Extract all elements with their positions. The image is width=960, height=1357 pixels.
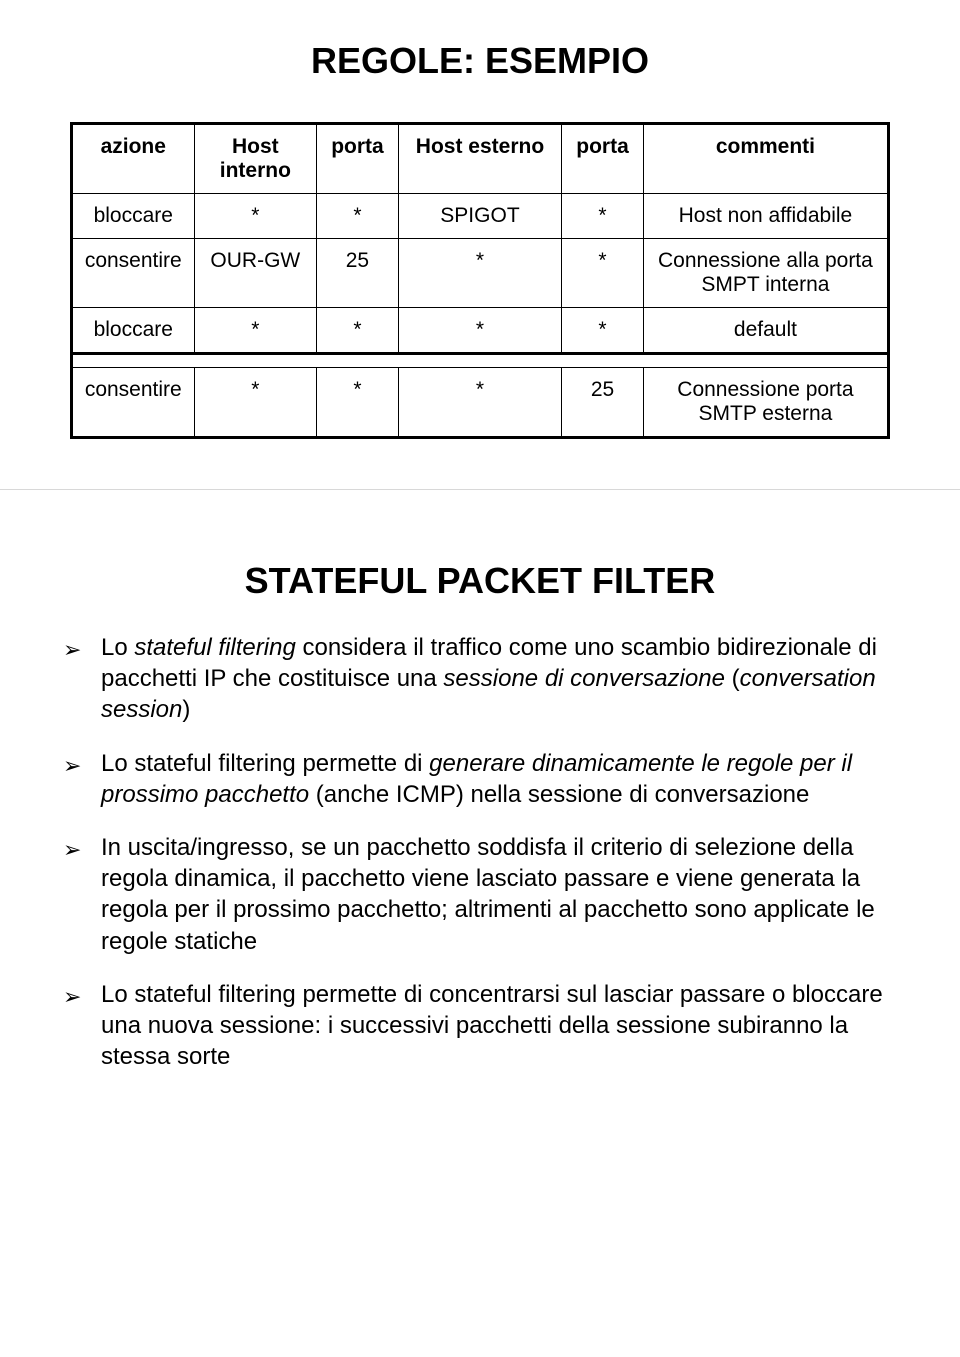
text-run: Lo stateful filtering permette di <box>101 750 429 777</box>
table-cell: * <box>562 239 644 308</box>
list-item: ➢ In uscita/ingresso, se un pacchetto sod… <box>55 832 895 957</box>
table-cell: 25 <box>317 239 399 308</box>
table-header: Host esterno <box>398 124 561 194</box>
table-header: azione <box>72 124 195 194</box>
table-cell: default <box>643 308 888 354</box>
table-cell: * <box>398 239 561 308</box>
table-cell: Connessione alla porta SMPT interna <box>643 239 888 308</box>
text-run: stateful filtering <box>134 634 295 661</box>
table-cell: consentire <box>72 239 195 308</box>
list-item: ➢Lo stateful filtering considera il traf… <box>55 632 895 726</box>
bullet-arrow-icon: ➢ <box>63 836 81 865</box>
table-cell: consentire <box>72 368 195 438</box>
text-run: Lo stateful filtering permette di concen… <box>101 981 883 1070</box>
slide-regole-esempio: REGOLE: ESEMPIO azioneHost internoportaH… <box>0 0 960 489</box>
table-cell: 25 <box>562 368 644 438</box>
text-run: ( <box>725 665 740 692</box>
slide2-title: STATEFUL PACKET FILTER <box>55 560 905 602</box>
table-header: commenti <box>643 124 888 194</box>
table-cell: SPIGOT <box>398 194 561 239</box>
text-run: ) <box>182 696 190 723</box>
slide-stateful: STATEFUL PACKET FILTER ➢ Lo stateful filt… <box>0 490 960 1144</box>
table-header: Host interno <box>194 124 317 194</box>
slide1-title: REGOLE: ESEMPIO <box>55 40 905 82</box>
text-run: (anche ICMP) nella sessione di conversaz… <box>309 781 809 808</box>
bullet-arrow-icon: ➢ <box>63 983 81 1012</box>
table-header: porta <box>317 124 399 194</box>
table-cell: bloccare <box>72 194 195 239</box>
table-cell: Connessione porta SMTP esterna <box>643 368 888 438</box>
table-cell: * <box>194 194 317 239</box>
table-cell: Host non affidabile <box>643 194 888 239</box>
table-cell: * <box>194 368 317 438</box>
bullet-arrow-icon: ➢ <box>63 752 81 781</box>
bullet-list: ➢Lo stateful filtering considera il traf… <box>55 632 905 1072</box>
table-cell: * <box>562 308 644 354</box>
table-cell: * <box>317 368 399 438</box>
table-cell: * <box>398 308 561 354</box>
list-item: ➢ Lo stateful filtering permette di conce… <box>55 979 895 1073</box>
table-cell: * <box>317 194 399 239</box>
text-run: sessione di conversazione <box>443 665 725 692</box>
text-run: In uscita/ingresso, se un pacchetto sodd… <box>101 834 875 955</box>
rules-table: azioneHost internoportaHost esternoporta… <box>70 122 890 439</box>
table-cell: * <box>562 194 644 239</box>
table-cell: OUR-GW <box>194 239 317 308</box>
table-cell: bloccare <box>72 308 195 354</box>
table-cell: * <box>398 368 561 438</box>
table-cell: * <box>317 308 399 354</box>
text-run: Lo <box>101 634 134 661</box>
list-item: ➢Lo stateful filtering permette di gener… <box>55 748 895 810</box>
bullet-arrow-icon: ➢ <box>63 636 81 665</box>
table-header: porta <box>562 124 644 194</box>
table-cell: * <box>194 308 317 354</box>
